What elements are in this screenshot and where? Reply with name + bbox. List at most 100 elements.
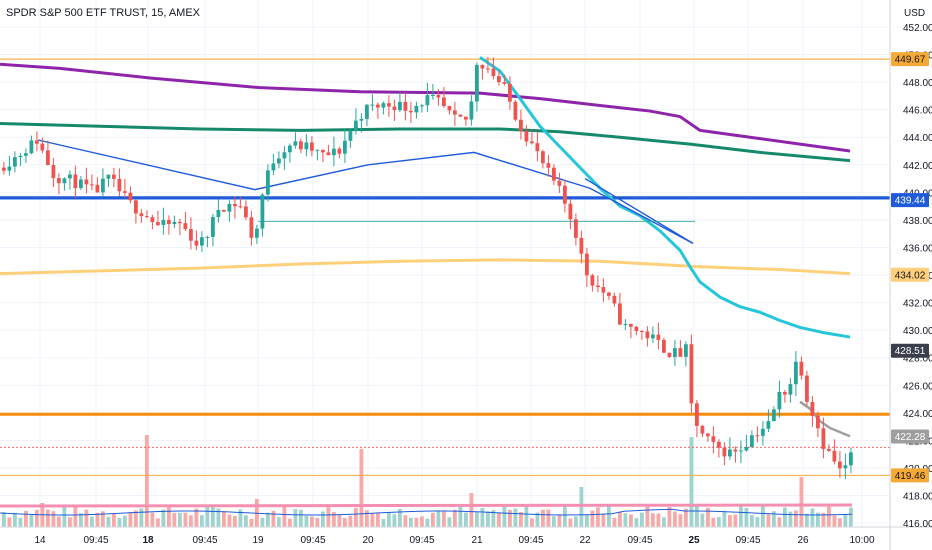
price-tick-label: 428.00 [903, 354, 932, 365]
price-badge [891, 193, 929, 208]
trend-lines[interactable] [37, 139, 695, 244]
candles [2, 56, 853, 480]
volume-bar [684, 508, 688, 527]
time-axis[interactable]: 14 09:45 18 09:45 19 09:45 20 09:45 21 09:45 22 09:… [34, 535, 875, 546]
volume-bar [183, 512, 188, 527]
candle-body [194, 240, 199, 246]
volume-bar [398, 508, 402, 527]
candle-body [656, 334, 661, 340]
candle-body [601, 287, 606, 293]
moving-average-line [0, 258, 851, 276]
volume-bar [535, 512, 540, 527]
volume-bar [431, 512, 435, 527]
volume-bar [442, 511, 446, 527]
currency-label[interactable]: USD [904, 8, 925, 19]
candle-body [684, 344, 688, 357]
volume-bar [821, 512, 826, 527]
volume-bar [57, 516, 61, 527]
volume-bar [178, 512, 182, 527]
volume-bar [95, 512, 100, 527]
candle-body [453, 110, 457, 115]
volume-bar [799, 477, 804, 527]
volume-bar [590, 510, 595, 527]
volume-bar [2, 512, 6, 527]
price-badge [891, 267, 929, 282]
candle-body [150, 217, 155, 223]
volume-bar [24, 510, 28, 527]
price-tick-label: 448.00 [903, 78, 932, 89]
volume-bar [695, 506, 699, 527]
candle-body [629, 323, 633, 327]
volume-bar [788, 511, 793, 527]
candle-body [172, 221, 177, 224]
candle-body [387, 103, 391, 107]
volume-bar [530, 518, 534, 527]
candle-body [431, 95, 435, 97]
candle-body [288, 145, 292, 153]
time-tick-label: 25 [688, 535, 700, 546]
volume-bar [128, 512, 133, 527]
volume-bar [475, 512, 479, 527]
volume-bar [150, 512, 155, 527]
candle-body [513, 101, 518, 120]
volume-bar [277, 517, 281, 527]
candle-body [607, 292, 611, 296]
volume-bar [541, 509, 545, 527]
moving-average-line [0, 62, 851, 153]
candle-body [568, 203, 573, 220]
candle-body [343, 140, 347, 154]
candle-body [618, 303, 622, 325]
volume-bar [733, 514, 738, 527]
price-tick-label: 436.00 [903, 243, 932, 254]
candle-body [722, 447, 727, 457]
volume-bar [766, 514, 771, 527]
candle-body [332, 148, 336, 156]
candle-body [843, 465, 848, 469]
volume-bar [574, 516, 578, 527]
volume-bar [805, 513, 809, 527]
volume-bar [794, 510, 798, 527]
volume-bar [706, 507, 710, 527]
candle-body [337, 148, 342, 154]
candle-body [469, 101, 474, 120]
volume-bar [315, 517, 320, 527]
candle-body [13, 157, 17, 167]
candle-body [139, 213, 144, 217]
volume-bar [640, 512, 644, 527]
candle-body [282, 152, 287, 159]
candle-body [574, 219, 578, 238]
candle-body [783, 391, 787, 395]
candle-body [211, 217, 215, 237]
candle-body [535, 143, 540, 152]
price-tick-label: 446.00 [903, 106, 932, 117]
trend-line[interactable] [37, 139, 694, 244]
volume-bar [321, 511, 325, 527]
candle-body [156, 222, 160, 226]
candle-body [755, 435, 760, 437]
price-tick-label: 442.00 [903, 161, 932, 172]
volume-ma-line [0, 508, 853, 516]
horizontal-levels[interactable] [0, 58, 890, 476]
candle-body [739, 450, 743, 452]
moving-average-line [479, 56, 851, 339]
volume-bar [711, 517, 716, 527]
candle-body [117, 178, 122, 192]
candle-body [409, 110, 413, 113]
volume-bar [486, 511, 490, 527]
candle-body [260, 194, 265, 229]
volume-bar [469, 493, 474, 527]
volume-bar [84, 509, 89, 527]
volume-bars [0, 435, 853, 527]
volume-bar [101, 511, 105, 527]
trend-line[interactable] [584, 177, 694, 244]
candle-body [530, 141, 534, 144]
candle-body [376, 104, 380, 108]
candle-body [403, 101, 408, 111]
candle-body [249, 217, 254, 238]
price-badge-label: 419.46 [895, 471, 926, 482]
volume-bar [145, 435, 149, 527]
candle-body [299, 141, 303, 150]
candle-body [816, 415, 820, 429]
candle-body [436, 95, 441, 98]
